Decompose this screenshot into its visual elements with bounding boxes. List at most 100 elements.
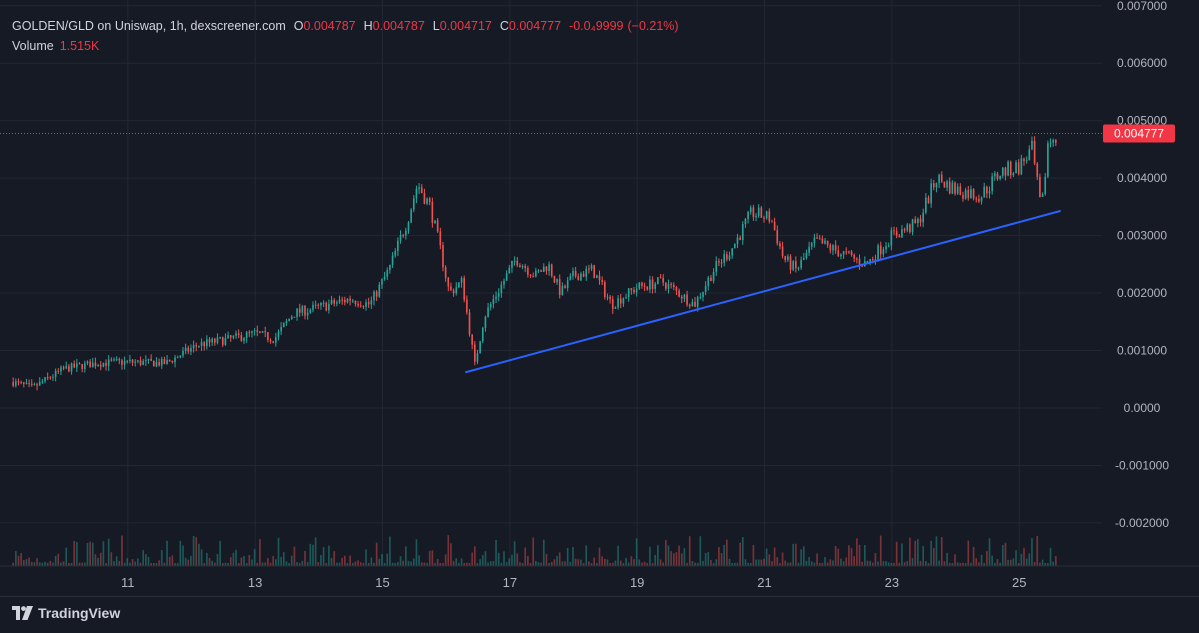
volume-bar: [471, 552, 473, 566]
candle-body: [99, 365, 102, 367]
volume-bar: [529, 562, 532, 566]
volume-bar: [410, 561, 412, 566]
volume-bar: [832, 560, 834, 566]
candle-body: [720, 262, 723, 264]
volume-bar: [256, 562, 259, 566]
candle-body: [97, 365, 99, 367]
volume-bar: [964, 562, 967, 566]
candle-body: [940, 174, 943, 182]
volume-bar: [46, 562, 49, 566]
volume-bar: [359, 562, 362, 566]
volume-bar: [741, 537, 744, 566]
volume-bar: [720, 553, 723, 566]
volume-bar: [901, 543, 903, 566]
candle-body: [516, 260, 519, 266]
y-tick-label: 0.003000: [1117, 229, 1167, 243]
candle-body: [951, 182, 954, 194]
candle-body: [52, 376, 54, 378]
candle-body: [542, 266, 545, 272]
volume-bar: [654, 554, 657, 566]
volume-bar: [856, 538, 858, 566]
candle-body: [733, 243, 736, 249]
candle-body: [649, 279, 651, 290]
volume-bar: [922, 546, 925, 566]
candle-body: [261, 331, 264, 333]
candle-body: [789, 256, 792, 270]
candle-body: [712, 271, 715, 281]
volume-bar: [643, 561, 646, 566]
candle-body: [521, 265, 524, 268]
volume-bar: [187, 559, 190, 566]
volume-bar: [707, 552, 710, 566]
volume-bar: [251, 559, 253, 566]
candle-body: [627, 288, 630, 298]
candle-body: [500, 284, 503, 294]
volume-bar: [235, 549, 237, 566]
volume-bar: [267, 558, 269, 566]
price-chart[interactable]: 0.007000 0.006000 0.005000 0.004000 0.003000…: [0, 0, 1199, 596]
volume-bar: [330, 558, 333, 566]
candle-body: [816, 237, 818, 239]
candle-body: [70, 363, 73, 372]
y-tick-label: 0.005000: [1117, 114, 1167, 128]
tradingview-logo[interactable]: TradingView: [12, 605, 120, 621]
candle-body: [582, 273, 585, 277]
candle-body: [195, 345, 198, 347]
volume-bar: [532, 537, 535, 566]
volume-bar: [487, 562, 489, 566]
volume-bar: [481, 555, 484, 566]
volume-bar: [134, 561, 137, 566]
volume-bar: [137, 558, 139, 566]
volume-bar: [633, 559, 635, 566]
candle-body: [680, 296, 683, 299]
candle-body: [983, 186, 986, 198]
volume-bar: [773, 547, 776, 566]
volume-bar: [606, 559, 609, 566]
candle-body: [142, 361, 145, 365]
trendline[interactable]: [465, 209, 1061, 374]
volume-bar: [938, 560, 940, 566]
candle-body: [375, 291, 378, 297]
candle-body: [917, 218, 919, 224]
volume-bar: [813, 562, 816, 566]
candle-body: [606, 296, 609, 298]
candle-body: [328, 303, 330, 311]
volume-bar: [877, 561, 879, 566]
candle-body: [906, 224, 909, 231]
volume-bar: [672, 553, 675, 566]
candle-body: [619, 298, 622, 304]
candle-body: [293, 316, 296, 318]
candle-body: [370, 300, 373, 305]
volume-bar: [397, 562, 399, 566]
candle-body: [659, 277, 662, 279]
volume-bar: [12, 562, 15, 566]
volume-bar: [338, 562, 341, 566]
candle-body: [397, 240, 399, 252]
volume-bar: [466, 562, 468, 566]
volume-bar: [431, 550, 434, 566]
candle-body: [229, 335, 232, 338]
candle-body: [893, 230, 895, 232]
last-price-tag-text: 0.004777: [1114, 126, 1164, 140]
candle-body: [805, 252, 808, 259]
volume-bar: [118, 560, 121, 566]
candle-body: [763, 217, 765, 219]
candle-body: [1001, 167, 1004, 176]
candle-body: [423, 193, 426, 204]
candle-body: [495, 296, 497, 300]
candle-body: [28, 383, 30, 385]
volume-bar: [582, 562, 585, 566]
candle-body: [473, 344, 476, 362]
volume-bar: [190, 555, 192, 566]
candle-body: [182, 350, 184, 356]
volume-bar: [381, 554, 383, 566]
volume-bar: [94, 554, 97, 566]
candle-body: [726, 254, 728, 260]
candle-body: [728, 255, 731, 260]
candle-body: [1039, 176, 1041, 197]
volume-bar: [476, 563, 479, 566]
candle-body: [744, 218, 747, 225]
volume-bar: [198, 543, 200, 566]
candle-body: [243, 338, 245, 341]
close-value: 0.004777: [508, 19, 562, 33]
